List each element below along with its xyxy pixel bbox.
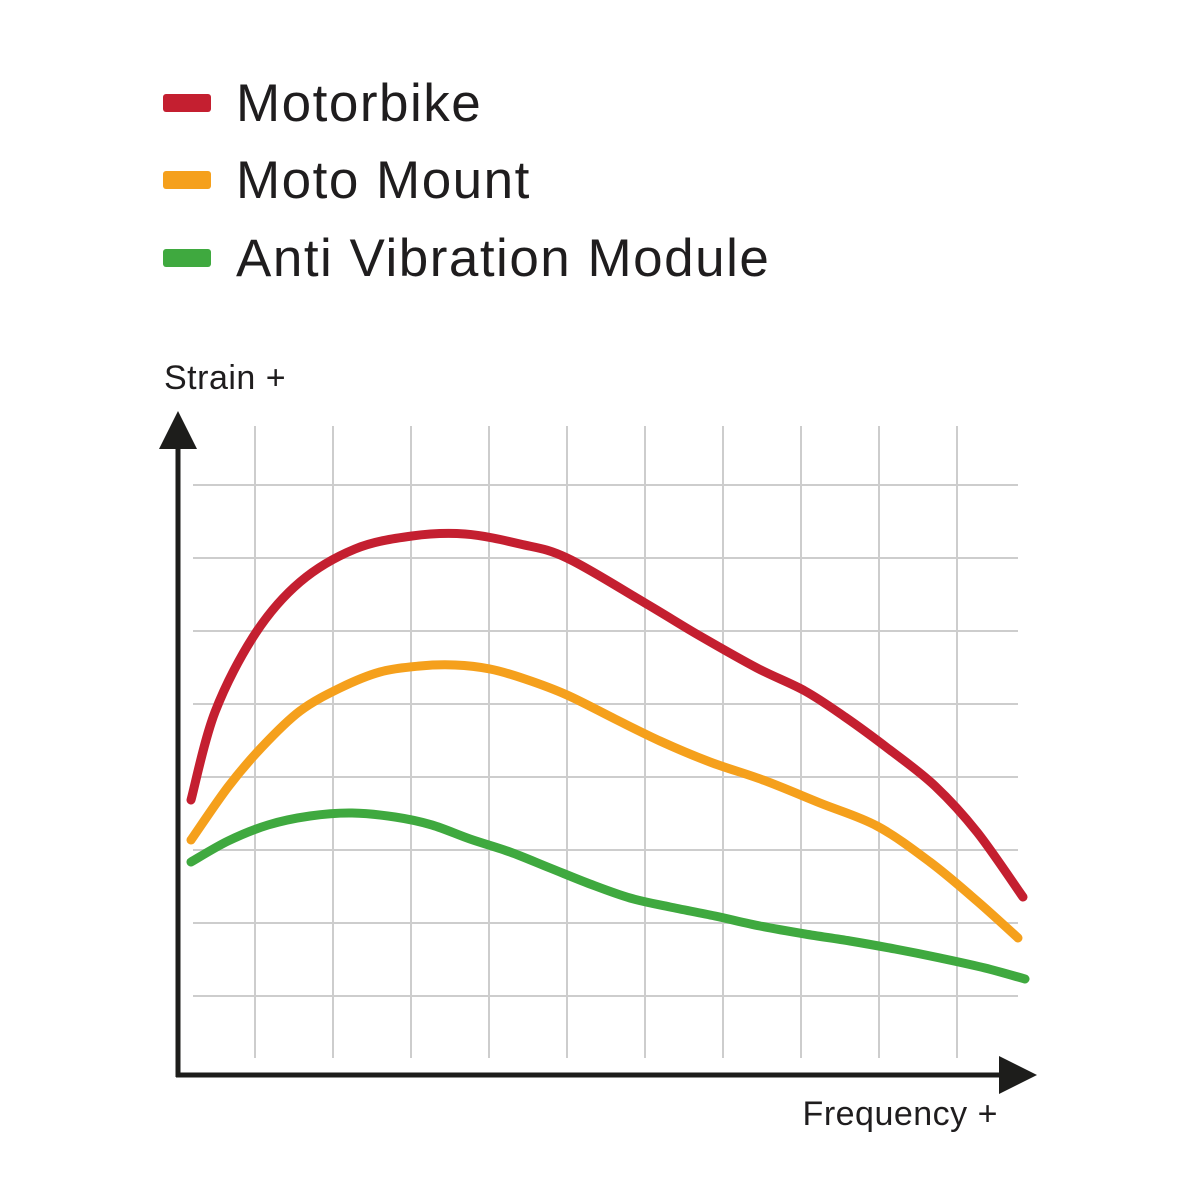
axes — [159, 411, 1037, 1094]
legend-label-motorbike: Motorbike — [236, 74, 482, 133]
legend: Motorbike Moto Mount Anti Vibration Modu… — [163, 74, 770, 288]
grid-lines — [193, 426, 1018, 1058]
y-axis-arrow-icon — [159, 411, 197, 449]
curve-anti-vibration-module — [186, 808, 1030, 984]
data-series — [186, 528, 1030, 984]
legend-swatch-motorbike-icon — [163, 94, 211, 112]
y-axis-label: Strain + — [164, 359, 286, 397]
legend-item-motorbike: Motorbike — [163, 74, 482, 133]
legend-item-anti-vibration-module: Anti Vibration Module — [163, 229, 770, 288]
legend-item-moto-mount: Moto Mount — [163, 151, 531, 210]
legend-swatch-moto-mount-icon — [163, 171, 211, 189]
legend-label-moto-mount: Moto Mount — [236, 151, 531, 210]
curve-motorbike — [186, 528, 1028, 902]
x-axis-arrow-icon — [999, 1056, 1037, 1094]
curve-moto-mount — [186, 660, 1023, 943]
legend-label-anti-vibration-module: Anti Vibration Module — [236, 229, 770, 288]
legend-swatch-anti-vibration-module-icon — [163, 249, 211, 267]
x-axis-label: Frequency + — [803, 1095, 998, 1133]
